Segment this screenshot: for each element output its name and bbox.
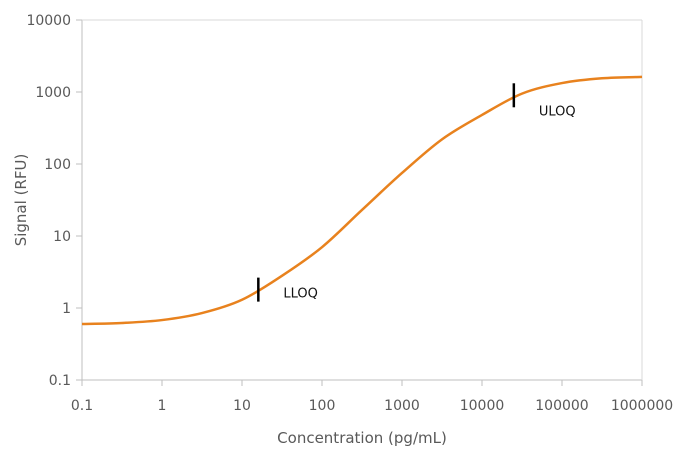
y-tick-label: 0.1 <box>49 373 71 389</box>
x-tick-label: 100 <box>309 398 336 414</box>
y-axis-label: Signal (RFU) <box>12 154 30 247</box>
x-tick-label: 1 <box>158 398 167 414</box>
x-tick-label: 1000000 <box>611 398 673 414</box>
annotations: LLOQ ULOQ <box>257 83 576 302</box>
series <box>81 75 643 326</box>
x-tick-label: 1000 <box>384 398 420 414</box>
x-tick-label: 10 <box>233 398 251 414</box>
x-tick-label: 10000 <box>460 398 505 414</box>
y-tick-label: 1000 <box>35 85 71 101</box>
y-tick-label: 1 <box>62 301 71 317</box>
y-tick-label: 10000 <box>26 13 71 29</box>
x-tick-label: 0.1 <box>71 398 93 414</box>
axes <box>76 19 643 386</box>
standard-curve-line <box>81 75 643 326</box>
x-axis-label: Concentration (pg/mL) <box>277 429 447 447</box>
tick-labels: 0.1 1 10 100 1000 10000 100000 1000000 0.1 1 10 100… <box>26 13 673 414</box>
y-tick-label: 100 <box>44 157 71 173</box>
lloq-label: LLOQ <box>283 287 318 302</box>
y-tick-label: 10 <box>53 229 71 245</box>
x-tick-label: 100000 <box>535 398 588 414</box>
uloq-label: ULOQ <box>539 104 576 119</box>
